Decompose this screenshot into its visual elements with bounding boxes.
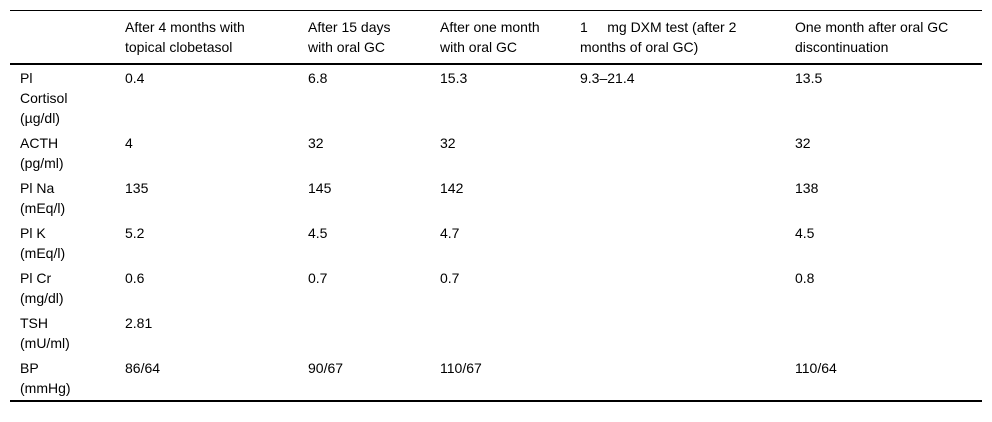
- table-cell: 9.3–21.4: [580, 70, 635, 86]
- column-header-dxm-test: 1 mg DXM test (after 2 months of oral GC…: [580, 10, 795, 65]
- table-cell: 0.7: [308, 270, 328, 286]
- table-row-acth: ACTH (pg/ml) 4 32 32 32: [10, 130, 982, 175]
- table-cell: 135: [125, 180, 149, 196]
- table-cell: 4.5: [308, 225, 328, 241]
- table-cell: 2.81: [125, 315, 153, 331]
- table-cell: 142: [440, 180, 464, 196]
- table-cell: 6.8: [308, 70, 328, 86]
- table-cell: 86/64: [125, 360, 161, 376]
- table-cell: [580, 265, 795, 310]
- table-cell: 4.5: [795, 225, 815, 241]
- table-cell: [795, 310, 982, 355]
- table-cell: 110/64: [795, 360, 837, 376]
- row-label: Pl Na (mEq/l): [20, 180, 66, 216]
- column-header-clobetasol: After 4 months with topical clobetasol: [125, 10, 308, 65]
- table-cell: 32: [440, 135, 456, 151]
- table-header-row: After 4 months with topical clobetasol A…: [10, 10, 982, 65]
- row-label: Pl Cortisol (µg/dl): [20, 70, 68, 126]
- row-label: Pl K (mEq/l): [20, 225, 66, 261]
- table-cell: [580, 355, 795, 401]
- table-cell: [308, 310, 440, 355]
- table-cell: 145: [308, 180, 332, 196]
- table-cell: 0.4: [125, 70, 145, 86]
- table-cell: 0.7: [440, 270, 460, 286]
- table-cell: 5.2: [125, 225, 145, 241]
- table-cell: 0.6: [125, 270, 145, 286]
- row-label: Pl Cr (mg/dl): [20, 270, 64, 306]
- table-row-bp: BP (mmHg) 86/64 90/67 110/67 110/64: [10, 355, 982, 401]
- table-cell: [440, 310, 580, 355]
- table-cell: 90/67: [308, 360, 344, 376]
- row-label: ACTH (pg/ml): [20, 135, 64, 171]
- table-cell: [580, 130, 795, 175]
- table-cell: 0.8: [795, 270, 815, 286]
- table-cell: 32: [308, 135, 324, 151]
- table-row-pl-cortisol: Pl Cortisol (µg/dl) 0.4 6.8 15.3 9.3–21.…: [10, 64, 982, 130]
- table-cell: 4: [125, 135, 133, 151]
- table-cell: [580, 175, 795, 220]
- column-header-rowlabels: [10, 10, 125, 65]
- table-cell: [580, 310, 795, 355]
- lab-results-table: After 4 months with topical clobetasol A…: [10, 10, 982, 402]
- row-label: BP (mmHg): [20, 360, 71, 396]
- column-header-15-days-oral-gc: After 15 days with oral GC: [308, 10, 440, 65]
- row-label: TSH (mU/ml): [20, 315, 70, 351]
- table-row-tsh: TSH (mU/ml) 2.81: [10, 310, 982, 355]
- column-header-one-month-oral-gc: After one month with oral GC: [440, 10, 580, 65]
- table-row-pl-cr: Pl Cr (mg/dl) 0.6 0.7 0.7 0.8: [10, 265, 982, 310]
- column-header-after-discontinuation: One month after oral GC discontinuation: [795, 10, 982, 65]
- table-cell: [580, 220, 795, 265]
- table-cell: 13.5: [795, 70, 823, 86]
- table-cell: 110/67: [440, 360, 482, 376]
- table-cell: 15.3: [440, 70, 468, 86]
- table-cell: 138: [795, 180, 819, 196]
- table-row-pl-k: Pl K (mEq/l) 5.2 4.5 4.7 4.5: [10, 220, 982, 265]
- table-cell: 32: [795, 135, 811, 151]
- table-cell: 4.7: [440, 225, 460, 241]
- table-row-pl-na: Pl Na (mEq/l) 135 145 142 138: [10, 175, 982, 220]
